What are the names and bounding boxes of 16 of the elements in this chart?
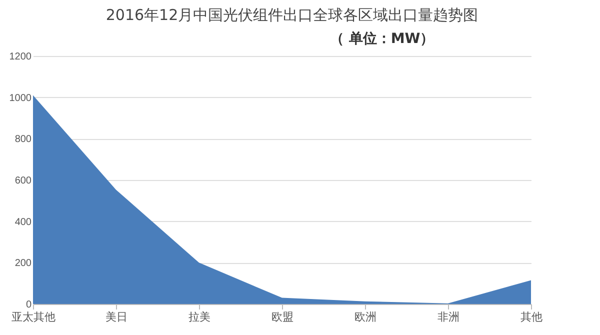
y-tick-label: 400: [14, 216, 32, 228]
y-tick-label: 1000: [9, 92, 32, 104]
y-tick-label: 0: [26, 300, 32, 310]
y-tick-label: 1200: [9, 52, 32, 62]
x-tick-label: 其他: [520, 310, 542, 324]
x-tick-label: 拉美: [188, 310, 210, 324]
y-tick-label: 600: [14, 176, 32, 186]
x-tick-label: 非洲: [438, 310, 460, 324]
chart-title: 2016年12月中国光伏组件出口全球各区域出口量趋势图: [106, 6, 478, 24]
x-tick-label: 欧洲: [354, 310, 376, 324]
chart-subtitle: （ 单位：MW）: [330, 30, 434, 48]
x-tick-label: 美日: [106, 310, 128, 324]
x-tick-label: 欧盟: [272, 310, 294, 324]
x-tick-label: 亚太其他: [12, 310, 56, 324]
y-tick-label: 200: [14, 258, 32, 270]
y-tick-label: 800: [14, 134, 32, 146]
